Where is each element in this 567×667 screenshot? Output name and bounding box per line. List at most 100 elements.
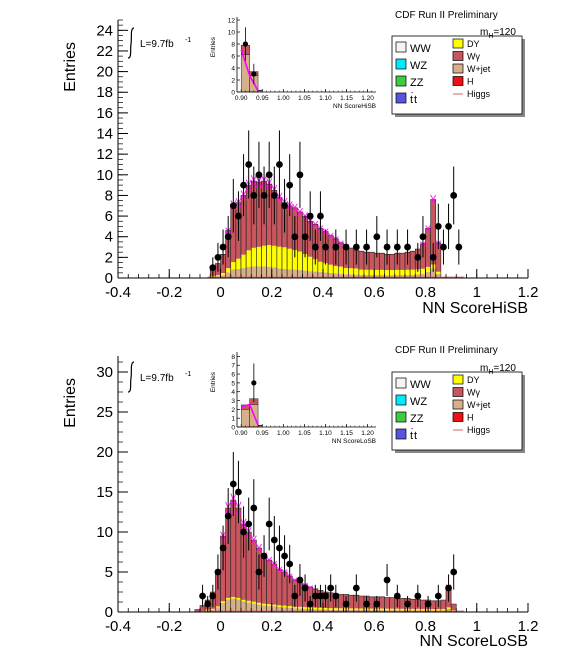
x-tick-label: -0.2 [156, 284, 182, 301]
data-point [214, 253, 222, 261]
legend-swatch [452, 399, 464, 410]
dy-bar [328, 608, 334, 610]
y-axis-title: Entries [62, 42, 79, 92]
lumi-exponent: -1 [185, 37, 191, 44]
inset-x-axis-title: NN ScoreHiSB [333, 103, 376, 110]
wjet-bar [410, 274, 416, 278]
data-point [342, 243, 350, 251]
wgamma-bar [287, 205, 293, 249]
wgamma-bar [297, 211, 303, 252]
data-point [393, 592, 401, 600]
data-point [276, 544, 283, 552]
data-point [322, 243, 329, 251]
dy-bar [394, 608, 400, 611]
x-tick-label: 0.2 [261, 618, 282, 635]
dy-bar [307, 256, 313, 272]
inset-x-tick-label: 1.00 [277, 430, 290, 437]
data-point [224, 233, 232, 241]
y-tick-label: 20 [96, 64, 113, 81]
lumi-label: L=9.7fb [140, 39, 174, 50]
data-point [260, 552, 268, 560]
wgamma-bar [317, 228, 323, 262]
wgamma-bar [425, 228, 431, 267]
legend-label: Wγ [467, 388, 480, 398]
wgamma-bar [251, 540, 257, 602]
wgamma-bar [246, 532, 252, 601]
legend-swatch [395, 428, 407, 440]
wjet-bar [307, 271, 313, 278]
mass-value: =120 [493, 27, 516, 38]
dy-bar [425, 266, 431, 273]
inset-y-tick-label: 4 [231, 66, 235, 73]
dy-bar [440, 608, 446, 611]
inset-y-tick-label: 8 [231, 354, 235, 361]
data-point [342, 600, 350, 608]
wjet-bar [399, 275, 405, 278]
wjet-bar [328, 272, 334, 278]
wgamma-bar [369, 252, 375, 270]
x-tick-label: 1 [473, 284, 481, 301]
wgamma-bar [451, 604, 457, 611]
dy-bar [235, 258, 241, 269]
data-point [434, 592, 442, 600]
wjet-bar [261, 605, 267, 612]
wjet-bar [394, 275, 400, 278]
dy-bar [241, 599, 247, 602]
data-point [250, 504, 258, 512]
wgamma-bar [328, 235, 334, 265]
data-point [229, 202, 237, 210]
wgamma-bar [200, 605, 206, 612]
dy-bar [266, 604, 272, 606]
wjet-bar [374, 275, 380, 278]
legend-label: ZZ [410, 77, 424, 89]
dy-bar [358, 269, 364, 275]
mass-symbol: m [480, 27, 488, 38]
dy-bar [353, 608, 359, 610]
wjet-bar [246, 602, 252, 612]
dy-bar [389, 608, 395, 611]
wjet-bar [338, 273, 344, 278]
dy-bar [215, 275, 221, 277]
mass-subscript: H [488, 33, 493, 40]
dy-bar [353, 268, 359, 275]
data-point [373, 600, 381, 608]
mass-label: mH=120 [480, 27, 516, 40]
wjet-bar [276, 268, 282, 278]
legend-label: ZZ [410, 413, 424, 425]
dy-bar [312, 259, 318, 272]
wjet-bar [446, 608, 452, 612]
legend-label: DY [467, 375, 480, 385]
dy-bar [379, 269, 385, 276]
wjet-bar [297, 270, 303, 278]
chart-panel-2: CDF Run II Preliminary -0.4 -0.2 0 0.2 0.4 0.6… [62, 345, 538, 650]
legend-swatch [452, 374, 464, 385]
dy-bar [405, 269, 411, 275]
data-point [414, 592, 422, 600]
wjet-bar [379, 275, 385, 278]
data-point [322, 592, 329, 600]
legend-box [391, 371, 523, 451]
data-point [281, 202, 288, 210]
dy-bar [348, 268, 354, 275]
chart-header: CDF Run II Preliminary [395, 10, 498, 21]
inset-y-tick-label: 0 [231, 90, 235, 97]
y-tick-label: 12 [96, 146, 113, 163]
x-axis-title: NN ScoreLoSB [420, 633, 529, 650]
legend-swatch [452, 51, 464, 61]
wgamma-bar [225, 508, 231, 598]
data-point [240, 528, 247, 536]
wgamma-bar [435, 242, 441, 272]
inset-background [237, 352, 376, 427]
dy-bar [338, 266, 344, 274]
y-tick-label: 14 [96, 126, 113, 143]
inset-y-tick-label: 2 [231, 407, 235, 414]
wgamma-bar [374, 253, 380, 270]
legend-swatch [395, 75, 407, 87]
x-tick-label: -0.4 [105, 618, 131, 635]
wjet-bar [435, 273, 441, 278]
legend-label: DY [467, 39, 480, 49]
data-point [317, 212, 324, 220]
dy-bar [369, 608, 375, 611]
inset-y-tick-label: 7 [231, 363, 235, 370]
legend-label: WW [410, 379, 431, 391]
